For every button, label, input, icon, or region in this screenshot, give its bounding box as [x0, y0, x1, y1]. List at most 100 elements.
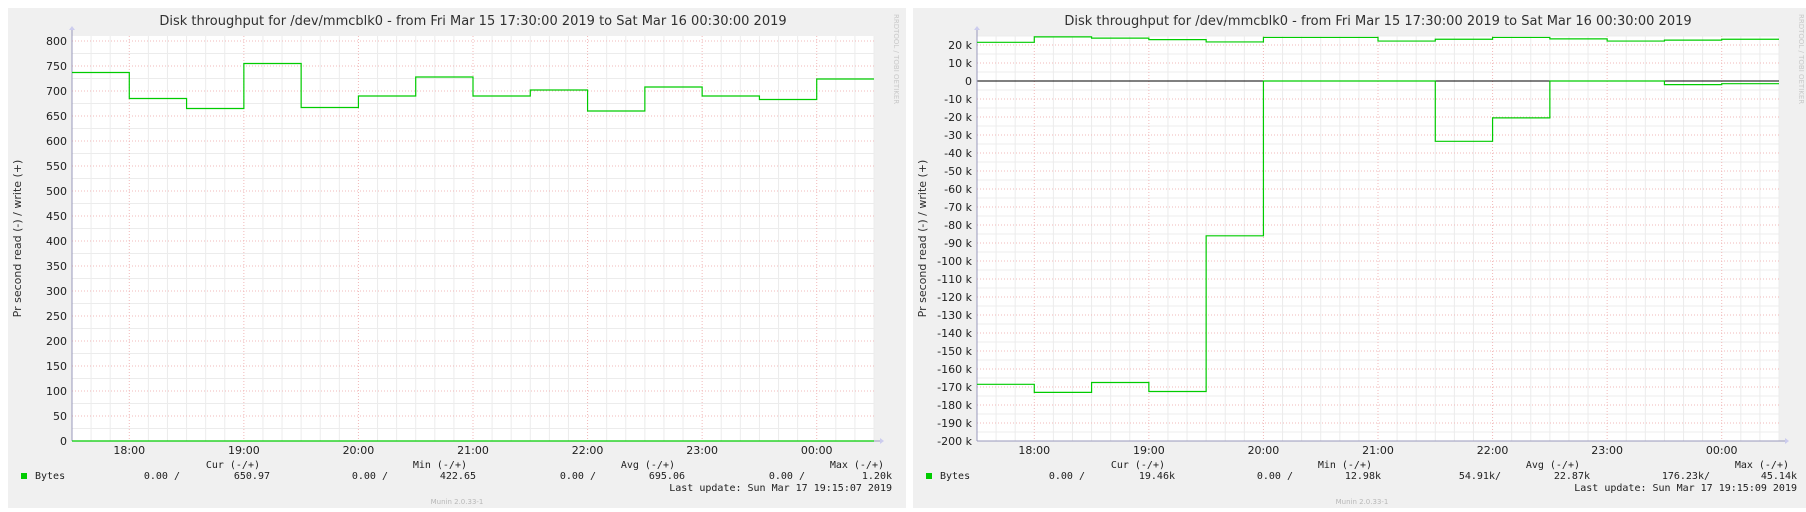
y-tick-label: -190 k	[937, 417, 972, 430]
y-tick-label: -160 k	[937, 363, 972, 376]
munin-version: Munin 2.0.33-1	[1336, 498, 1389, 506]
legend-header: Max (-/+)	[1735, 460, 1789, 471]
y-tick-label: -120 k	[937, 291, 972, 304]
y-tick-label: 400	[46, 235, 67, 248]
chart-right: 20 k 10 k 0 -10 k -20 k -30 k -40 k -50 k -60 k -…	[913, 8, 1806, 508]
legend-header: Max (-/+)	[830, 460, 884, 471]
x-tick-label: 20:00	[343, 444, 375, 457]
x-tick-label: 23:00	[686, 444, 718, 457]
legend-header: Avg (-/+)	[1526, 460, 1580, 471]
rrdtool-watermark: RRDTOOL / TOBI OETIKER	[1797, 14, 1805, 104]
legend-value: 0.00 /	[144, 471, 180, 482]
y-axis-arrow	[974, 26, 980, 30]
y-tick-label: -140 k	[937, 327, 972, 340]
chart-title: Disk throughput for /dev/mmcblk0 - from …	[1064, 14, 1691, 29]
legend-value: 45.14k	[1761, 471, 1797, 482]
rrdtool-watermark: RRDTOOL / TOBI OETIKER	[892, 14, 900, 104]
y-tick-label: 200	[46, 335, 67, 348]
y-tick-label: -90 k	[944, 237, 972, 250]
y-tick-label: 100	[46, 385, 67, 398]
y-tick-label: -20 k	[944, 111, 972, 124]
x-tick-label: 18:00	[1018, 444, 1050, 457]
y-tick-label: 750	[46, 60, 67, 73]
legend-value: 0.00 /	[1257, 471, 1293, 482]
legend-value: 0.00 /	[1049, 471, 1085, 482]
x-tick-label: 21:00	[1362, 444, 1394, 457]
legend-value: 695.06	[649, 471, 685, 482]
y-tick-label: 450	[46, 210, 67, 223]
y-tick-label: -110 k	[937, 273, 972, 286]
legend-series-name: Bytes	[35, 471, 65, 482]
series-write-line	[72, 62, 874, 112]
y-tick-label: 150	[46, 360, 67, 373]
legend-value: 0.00 /	[560, 471, 596, 482]
y-tick-label: -150 k	[937, 345, 972, 358]
x-tick-label: 21:00	[457, 444, 489, 457]
y-tick-label: 0	[60, 435, 67, 448]
x-tick-label: 00:00	[801, 444, 833, 457]
x-tick-label: 00:00	[1706, 444, 1738, 457]
legend-value: 422.65	[440, 471, 476, 482]
legend-value: 22.87k	[1554, 471, 1590, 482]
y-tick-label: 50	[53, 410, 67, 423]
legend-value: 0.00 /	[352, 471, 388, 482]
y-tick-label: -80 k	[944, 219, 972, 232]
legend-value: 176.23k/	[1662, 471, 1710, 482]
munin-version: Munin 2.0.33-1	[431, 498, 484, 506]
y-tick-label: -180 k	[937, 399, 972, 412]
legend-header: Cur (-/+)	[206, 460, 260, 471]
legend-header: Min (-/+)	[413, 460, 467, 471]
x-axis-arrow	[880, 438, 884, 444]
legend-header: Min (-/+)	[1318, 460, 1372, 471]
y-tick-label: 800	[46, 35, 67, 48]
chart-left-svg: 0 50 100 150 200 250 300 350 400 450 500 550 600 650 7…	[8, 8, 906, 508]
legend-value: 19.46k	[1139, 471, 1175, 482]
y-tick-label: -10 k	[944, 93, 972, 106]
legend-swatch	[926, 473, 932, 479]
x-tick-label: 19:00	[228, 444, 260, 457]
y-tick-label: 700	[46, 85, 67, 98]
y-tick-label: -200 k	[937, 435, 972, 448]
x-tick-label: 23:00	[1591, 444, 1623, 457]
y-tick-label: 0	[965, 75, 972, 88]
y-tick-label: 650	[46, 110, 67, 123]
y-tick-label: 300	[46, 285, 67, 298]
chart-right-svg: 20 k 10 k 0 -10 k -20 k -30 k -40 k -50 k -60 k -…	[913, 8, 1806, 508]
x-tick-label: 20:00	[1248, 444, 1280, 457]
y-axis-label: Pr second read (-) / write (+)	[916, 160, 929, 318]
y-tick-label: 10 k	[948, 57, 972, 70]
x-tick-label: 22:00	[1477, 444, 1509, 457]
legend-value: 650.97	[234, 471, 270, 482]
y-tick-label: 550	[46, 160, 67, 173]
legend-value: 12.98k	[1345, 471, 1381, 482]
y-tick-label: -50 k	[944, 165, 972, 178]
y-tick-label: 600	[46, 135, 67, 148]
x-tick-label: 22:00	[572, 444, 604, 457]
x-tick-label: 18:00	[113, 444, 145, 457]
legend-series-name: Bytes	[940, 471, 970, 482]
legend-header: Avg (-/+)	[621, 460, 675, 471]
last-update: Last update: Sun Mar 17 19:15:07 2019	[669, 483, 892, 494]
legend-swatch	[21, 473, 27, 479]
last-update: Last update: Sun Mar 17 19:15:09 2019	[1574, 483, 1797, 494]
y-tick-label: 350	[46, 260, 67, 273]
x-tick-label: 19:00	[1133, 444, 1165, 457]
y-tick-label: -130 k	[937, 309, 972, 322]
y-tick-label: 20 k	[948, 39, 972, 52]
chart-left: 0 50 100 150 200 250 300 350 400 450 500 550 600 650 7…	[8, 8, 906, 508]
x-axis-arrow	[1785, 438, 1789, 444]
y-tick-label: -100 k	[937, 255, 972, 268]
y-tick-label: 500	[46, 185, 67, 198]
y-tick-label: -170 k	[937, 381, 972, 394]
legend-header: Cur (-/+)	[1111, 460, 1165, 471]
legend-value: 1.20k	[862, 471, 892, 482]
series-write-line	[977, 36, 1779, 43]
y-tick-label: -40 k	[944, 147, 972, 160]
legend-value: 0.00 /	[769, 471, 805, 482]
y-tick-label: -30 k	[944, 129, 972, 142]
y-tick-label: 250	[46, 310, 67, 323]
series-read-line	[977, 80, 1779, 393]
y-axis-arrow	[69, 26, 75, 30]
y-axis-label: Pr second read (-) / write (+)	[11, 160, 24, 318]
legend-value: 54.91k/	[1459, 471, 1501, 482]
